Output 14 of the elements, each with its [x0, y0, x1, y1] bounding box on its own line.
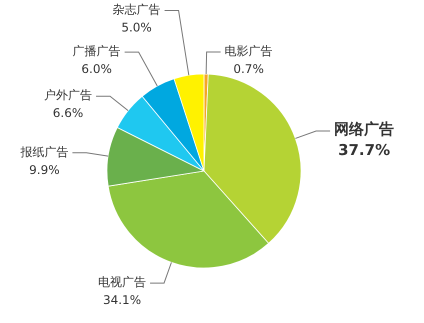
data-label: 34.1% — [102, 293, 142, 308]
slice-label: 报纸广告 — [19, 144, 68, 159]
slice-label: 电影广告 — [224, 44, 273, 58]
slice-label: 网络广告 — [334, 120, 394, 138]
slice-label: 广播广告 — [72, 44, 121, 58]
slice-label: 电视广告 — [98, 275, 146, 290]
data-label: 37.7% — [338, 141, 390, 160]
slice-label: 杂志广告 — [112, 2, 161, 17]
data-label: 5.0% — [121, 20, 152, 35]
data-label: 6.6% — [52, 106, 84, 120]
data-label: 9.9% — [29, 162, 60, 177]
slice-label: 户外广告 — [44, 88, 92, 102]
data-label: 6.0% — [81, 62, 112, 76]
data-label: 0.7% — [233, 62, 264, 76]
